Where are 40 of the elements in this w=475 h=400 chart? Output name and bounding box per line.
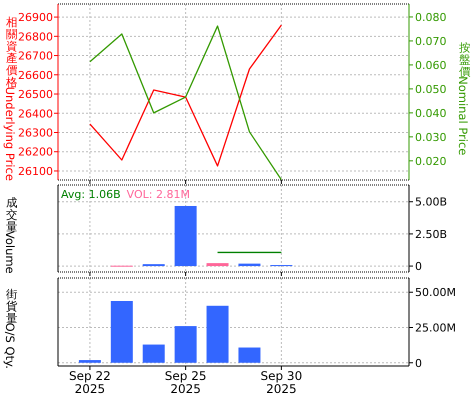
y-axis-title: 相關資產價格Underlying Price [2, 15, 18, 181]
y2-tick-label: 2.50B [415, 228, 448, 241]
y-axis-title: 街貨量O/S Qty. [2, 287, 18, 369]
y-tick-label: 26900 [18, 11, 53, 24]
y2-tick-label: 0.070 [415, 34, 446, 48]
y2-tick-label: 0 [415, 260, 422, 274]
y2-tick-label: 5.00B [415, 196, 448, 209]
y2-tick-label: 0.040 [415, 106, 446, 120]
bar [174, 326, 197, 363]
y2-tick-label: 0 [415, 356, 422, 370]
x-tick-label: Sep 25 2025 [164, 369, 206, 396]
bar [206, 263, 229, 266]
y-tick-label: 26400 [18, 107, 53, 120]
y2-tick-label: 50.00M [415, 286, 456, 300]
y-tick-label: 26600 [18, 68, 53, 82]
y2-tick-label: 0.020 [415, 154, 446, 168]
bar [174, 206, 197, 266]
bar [206, 306, 229, 363]
annotation: VOL: 2.81M [126, 188, 190, 201]
y2-tick-label: 0.080 [415, 10, 446, 24]
y2-axis-title: 按盤價Nominal Price [456, 40, 471, 156]
y2-tick-label: 0.060 [415, 58, 446, 72]
bar [110, 300, 133, 363]
y-axis-title: 成交量Volume [2, 195, 18, 274]
x-tick-label: Sep 30 2025 [260, 369, 302, 396]
y2-tick-label: 25.00M [415, 322, 456, 334]
y2-tick-label: 0.050 [415, 82, 446, 96]
y-tick-label: 26500 [18, 88, 53, 102]
bar [238, 348, 260, 363]
y-tick-label: 26800 [18, 30, 53, 44]
bar [238, 264, 260, 266]
annotation: Avg: 1.06B [61, 188, 121, 201]
y-tick-label: 26300 [18, 126, 53, 140]
y-tick-label: 26700 [18, 50, 53, 63]
bar [78, 360, 101, 363]
x-tick-label: Sep 22 2025 [69, 369, 111, 396]
y-tick-label: 26100 [18, 164, 53, 178]
bar [142, 344, 165, 363]
y-tick-label: 26200 [18, 146, 53, 159]
y2-tick-label: 0.030 [415, 130, 446, 144]
